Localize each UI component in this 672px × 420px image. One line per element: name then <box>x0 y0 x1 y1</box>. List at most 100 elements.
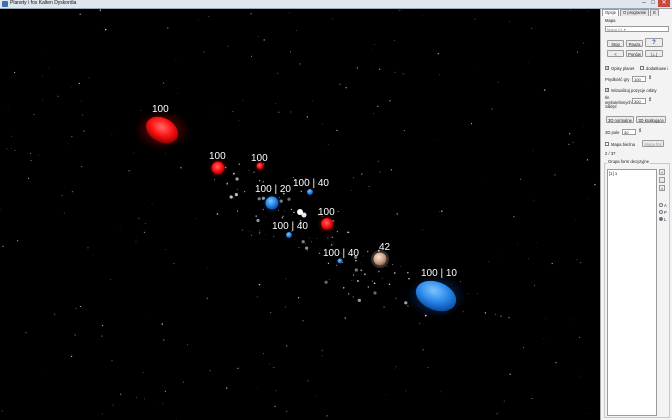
game-speed-input[interactable]: 100 <box>632 76 646 82</box>
planet-red-center[interactable] <box>321 218 333 230</box>
star <box>474 18 476 20</box>
maximize-button[interactable]: □ <box>651 0 655 6</box>
star <box>119 225 121 227</box>
star <box>580 262 582 264</box>
help-button[interactable]: ? <box>645 38 663 47</box>
list-item[interactable]: [1] 1 <box>609 171 618 176</box>
stop-button[interactable]: Stop <box>607 40 624 47</box>
star <box>588 198 589 200</box>
star <box>508 317 510 319</box>
fov-input[interactable]: 30 <box>622 129 636 135</box>
star <box>42 99 44 101</box>
star <box>265 234 267 236</box>
star <box>513 215 515 218</box>
planet-label: 100 | 20 <box>255 184 291 195</box>
cluster-star <box>248 169 250 171</box>
cluster-star <box>237 210 239 212</box>
star <box>265 216 267 218</box>
tab-options[interactable]: Opcje <box>602 9 619 16</box>
show-orbits-checkbox[interactable] <box>605 87 609 92</box>
add-button[interactable]: + <box>659 169 665 175</box>
star <box>30 153 32 155</box>
decision-list[interactable]: [1] 1 <box>607 169 657 416</box>
star <box>120 393 122 395</box>
cluster-star <box>282 215 284 217</box>
star <box>186 344 188 346</box>
star <box>101 335 103 337</box>
spin-arrows-icon[interactable]: ⇕ <box>648 75 653 81</box>
cluster-star <box>233 197 235 199</box>
orbit-points-input[interactable]: 300 <box>632 98 646 104</box>
cluster-star <box>393 272 396 274</box>
zoom-button[interactable]: |⊥| <box>645 50 663 57</box>
star <box>321 123 323 125</box>
map-select[interactable]: Mapa 01 ▾ <box>605 26 669 32</box>
redo-button[interactable]: Ponów <box>626 50 643 57</box>
star <box>249 231 251 233</box>
pause-button[interactable]: Pauza <box>626 40 643 47</box>
star <box>288 12 290 14</box>
planet-red-medium[interactable] <box>211 161 225 175</box>
radio-l-label: L <box>664 217 667 222</box>
star <box>381 277 383 279</box>
minimize-button[interactable]: – <box>642 0 646 6</box>
cluster-star <box>310 241 312 243</box>
game-viewport[interactable]: 100 100 100 100 | 20 100 | 40 100 100 | … <box>0 9 600 420</box>
star <box>379 171 381 173</box>
planet-red-small[interactable] <box>256 162 264 170</box>
cluster-star <box>214 178 216 181</box>
star <box>256 296 258 298</box>
sun[interactable] <box>373 252 387 266</box>
planet-blue-small[interactable] <box>286 232 292 238</box>
star <box>575 220 576 221</box>
star <box>162 82 165 84</box>
star <box>496 412 498 415</box>
cluster-star <box>253 171 255 173</box>
tab-about[interactable]: O programie <box>619 9 650 16</box>
view-normal-button[interactable]: 3D normalne <box>606 116 634 123</box>
planet-red-large[interactable] <box>141 111 182 148</box>
star <box>101 324 104 327</box>
tab-extra[interactable]: E <box>650 9 660 16</box>
cluster-star <box>290 208 293 211</box>
star <box>582 42 585 44</box>
planet-blue-small[interactable] <box>337 258 343 264</box>
radio-p[interactable] <box>659 210 663 214</box>
planet-blue-small[interactable] <box>307 189 313 195</box>
star <box>257 36 259 37</box>
show-planets-checkbox[interactable] <box>605 65 609 70</box>
star <box>569 9 571 11</box>
star <box>258 283 261 286</box>
planet-blue-large[interactable] <box>411 275 460 317</box>
delete-button[interactable]: × <box>659 185 665 191</box>
spin-arrows-icon[interactable]: ⇕ <box>638 128 643 134</box>
game-speed-label: Prędkość gry <box>605 77 630 82</box>
back-button[interactable]: < <box>607 50 624 57</box>
minimap-button[interactable]: Mapa fos <box>642 140 664 147</box>
star <box>142 371 144 373</box>
cluster-star <box>362 255 364 257</box>
star <box>210 152 212 154</box>
spin-arrows-icon[interactable]: ⇕ <box>648 97 653 103</box>
remove-button[interactable]: - <box>659 177 665 183</box>
star <box>377 105 379 108</box>
star <box>290 111 292 113</box>
extra-checkbox[interactable] <box>640 66 644 70</box>
minimap-checkbox[interactable] <box>605 142 609 146</box>
cluster-star <box>350 254 352 256</box>
cluster-star <box>234 193 238 197</box>
planet-label: 100 | 40 <box>293 178 329 189</box>
close-button[interactable]: ✕ <box>658 0 670 7</box>
planet-blue[interactable] <box>265 196 279 210</box>
radio-a[interactable] <box>659 203 663 207</box>
view-stereo-button[interactable]: 3D kratkujące <box>636 116 666 123</box>
cluster-star <box>229 195 233 199</box>
star <box>241 229 243 231</box>
cluster-star <box>216 213 219 215</box>
radio-l[interactable] <box>659 217 663 221</box>
window-controls: – □ ✕ <box>639 0 670 8</box>
star <box>402 73 404 75</box>
star <box>339 83 341 85</box>
star <box>365 166 367 168</box>
star <box>281 189 282 191</box>
